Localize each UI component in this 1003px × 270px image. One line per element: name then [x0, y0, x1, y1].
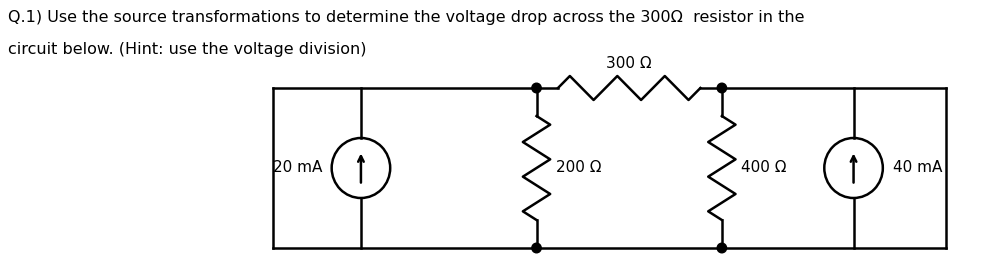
Text: circuit below. (Hint: use the voltage division): circuit below. (Hint: use the voltage di… — [8, 42, 366, 57]
Circle shape — [532, 243, 541, 253]
Circle shape — [716, 243, 726, 253]
Text: Q.1) Use the source transformations to determine the voltage drop across the 300: Q.1) Use the source transformations to d… — [8, 10, 803, 25]
Circle shape — [532, 83, 541, 93]
Text: 20 mA: 20 mA — [272, 160, 322, 176]
Text: 200 Ω: 200 Ω — [556, 160, 601, 176]
Text: 40 mA: 40 mA — [892, 160, 941, 176]
Text: 300 Ω: 300 Ω — [606, 56, 651, 71]
Text: 400 Ω: 400 Ω — [740, 160, 786, 176]
Circle shape — [716, 83, 726, 93]
